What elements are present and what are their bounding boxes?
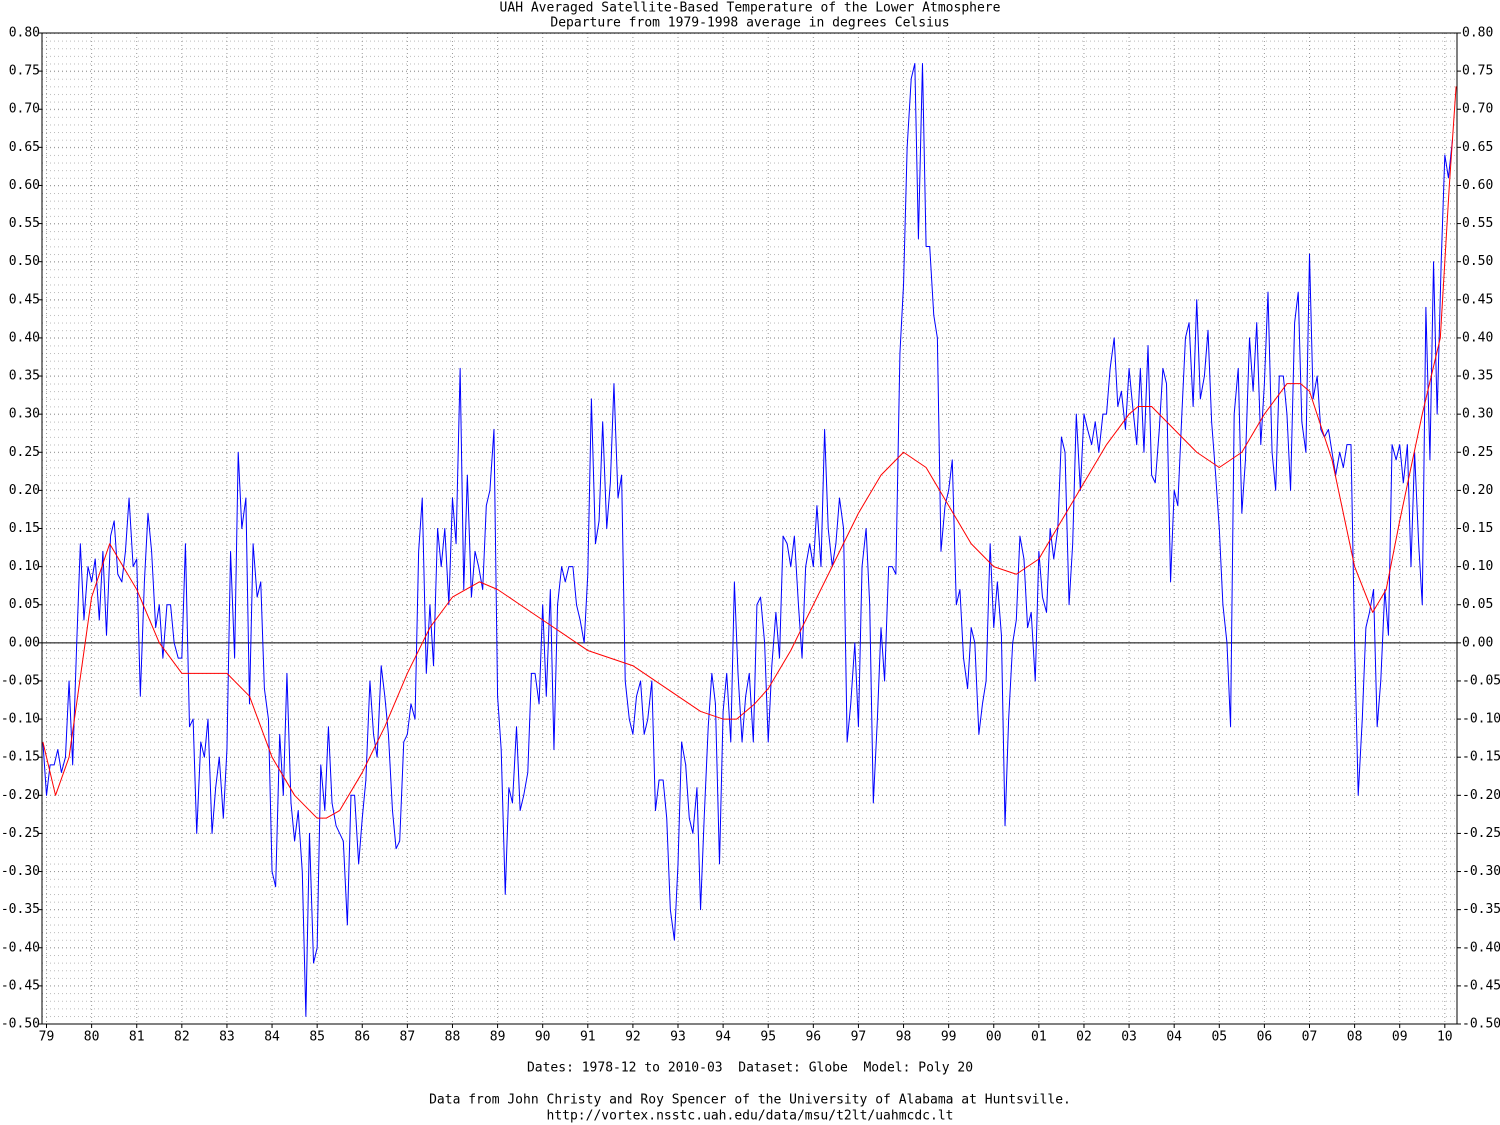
x-tick-label: 89 [490,1030,506,1045]
x-tick-label: 04 [1166,1030,1182,1045]
y-tick-label: 0.00 [9,635,40,650]
y2-tick-label: 0.35 [1462,369,1493,384]
y2-tick-label: 0.75 [1462,64,1493,79]
y-tick-label: -0.25 [1,826,40,841]
y2-tick-label: -0.05 [1462,673,1500,688]
plot-frame [41,32,1458,1025]
y-tick-label: -0.40 [1,940,40,955]
y2-tick-label: 0.15 [1462,521,1493,536]
x-tick-label: 85 [309,1030,325,1045]
x-tick-label: 93 [670,1030,686,1045]
x-tick-label: 94 [715,1030,731,1045]
y2-tick-label: -0.10 [1462,712,1500,727]
x-tick-label: 80 [84,1030,100,1045]
x-tick-label: 03 [1121,1030,1137,1045]
y2-tick-label: 0.25 [1462,445,1493,460]
y-tick-label: 0.45 [9,292,40,307]
y-tick-label: 0.25 [9,445,40,460]
y-tick-label: 0.50 [9,254,40,269]
y-tick-label: 0.05 [9,597,40,612]
x-tick-label: 98 [896,1030,912,1045]
y2-tick-label: 0.70 [1462,102,1493,117]
plot-texture [42,33,1457,1024]
y-tick-label: 0.70 [9,102,40,117]
y2-tick-label: 0.65 [1462,140,1493,155]
x-tick-label: 01 [1031,1030,1047,1045]
x-tick-label: 86 [354,1030,370,1045]
x-tick-label: 00 [986,1030,1002,1045]
y-tick-label: -0.05 [1,673,40,688]
data-line [42,86,1457,819]
y-tick-label: 0.40 [9,330,40,345]
y-tick-label: -0.30 [1,864,40,879]
y-tick-label: -0.10 [1,712,40,727]
x-tick-label: 84 [264,1030,280,1045]
x-tick-label: 09 [1392,1030,1408,1045]
footer-note: Dates: 1978-12 to 2010-03 Dataset: Globe… [527,1061,973,1076]
x-tick-label: 91 [580,1030,596,1045]
y-tick-label: 0.60 [9,178,40,193]
y-tick-label: 0.15 [9,521,40,536]
y2-tick-label: -0.35 [1462,902,1500,917]
x-tick-label: 06 [1257,1030,1273,1045]
y2-tick-label: -0.25 [1462,826,1500,841]
footer-note: http://vortex.nsstc.uah.edu/data/msu/t2l… [547,1109,954,1124]
y2-tick-label: 0.50 [1462,254,1493,269]
x-tick-label: 02 [1076,1030,1092,1045]
y-tick-label: 0.20 [9,483,40,498]
x-tick-label: 92 [625,1030,641,1045]
x-tick-label: 10 [1437,1030,1453,1045]
x-tick-label: 83 [219,1030,235,1045]
y2-tick-label: -0.40 [1462,940,1500,955]
y-tick-label: -0.15 [1,750,40,765]
y2-tick-label: -0.15 [1462,750,1500,765]
x-tick-label: 90 [535,1030,551,1045]
y-tick-label: 0.10 [9,559,40,574]
y-tick-label: -0.50 [1,1017,40,1032]
x-tick-label: 88 [445,1030,461,1045]
y2-tick-label: 0.60 [1462,178,1493,193]
y2-tick-label: -0.45 [1462,978,1500,993]
x-tick-label: 08 [1347,1030,1363,1045]
y-tick-label: 0.35 [9,369,40,384]
y-tick-label: -0.35 [1,902,40,917]
y2-tick-label: 0.00 [1462,635,1493,650]
y2-tick-label: -0.50 [1462,1017,1500,1032]
x-tick-label: 96 [805,1030,821,1045]
y2-tick-label: 0.40 [1462,330,1493,345]
y-tick-label: -0.20 [1,788,40,803]
x-tick-label: 95 [760,1030,776,1045]
x-tick-label: 81 [129,1030,145,1045]
x-tick-label: 99 [941,1030,957,1045]
y2-tick-label: 0.10 [1462,559,1493,574]
y2-tick-label: -0.30 [1462,864,1500,879]
x-tick-label: 82 [174,1030,190,1045]
x-tick-label: 87 [400,1030,416,1045]
y-tick-label: 0.55 [9,216,40,231]
y2-tick-label: -0.20 [1462,788,1500,803]
chart-title: UAH Averaged Satellite-Based Temperature… [500,1,1001,16]
y2-tick-label: 0.80 [1462,26,1493,41]
footer-note: Data from John Christy and Roy Spencer o… [429,1093,1071,1108]
y2-tick-label: 0.55 [1462,216,1493,231]
x-tick-label: 05 [1211,1030,1227,1045]
x-tick-label: 79 [39,1030,55,1045]
x-tick-label: 97 [851,1030,867,1045]
y-tick-label: 0.80 [9,26,40,41]
y-tick-label: 0.30 [9,407,40,422]
y2-tick-label: 0.45 [1462,292,1493,307]
y2-tick-label: 0.30 [1462,407,1493,422]
y-tick-label: 0.75 [9,64,40,79]
y2-tick-label: 0.20 [1462,483,1493,498]
data-line [42,62,1453,1017]
y2-tick-label: 0.05 [1462,597,1493,612]
y-tick-label: 0.65 [9,140,40,155]
y-tick-label: -0.45 [1,978,40,993]
x-tick-label: 07 [1302,1030,1318,1045]
chart-subtitle: Departure from 1979-1998 average in degr… [550,16,949,31]
